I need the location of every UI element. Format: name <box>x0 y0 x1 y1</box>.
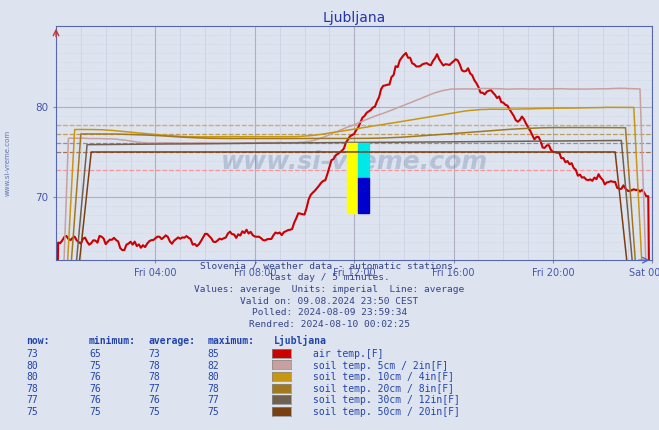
Text: soil temp. 30cm / 12in[F]: soil temp. 30cm / 12in[F] <box>313 395 460 405</box>
Text: maximum:: maximum: <box>208 336 254 346</box>
Text: 80: 80 <box>26 360 38 371</box>
Text: www.si-vreme.com: www.si-vreme.com <box>5 130 11 197</box>
Text: 75: 75 <box>89 360 101 371</box>
Text: soil temp. 50cm / 20in[F]: soil temp. 50cm / 20in[F] <box>313 407 460 417</box>
Text: 73: 73 <box>148 349 160 359</box>
Text: soil temp. 5cm / 2in[F]: soil temp. 5cm / 2in[F] <box>313 360 448 371</box>
Text: 75: 75 <box>26 407 38 417</box>
Text: Polled: 2024-08-09 23:59:34: Polled: 2024-08-09 23:59:34 <box>252 308 407 317</box>
Bar <box>358 178 368 213</box>
Text: 80: 80 <box>208 372 219 382</box>
Text: 78: 78 <box>208 384 219 394</box>
Text: Slovenia / weather data - automatic stations.: Slovenia / weather data - automatic stat… <box>200 262 459 271</box>
Text: Valid on: 09.08.2024 23:50 CEST: Valid on: 09.08.2024 23:50 CEST <box>241 297 418 306</box>
Text: now:: now: <box>26 336 50 346</box>
Text: 75: 75 <box>89 407 101 417</box>
Text: 77: 77 <box>26 395 38 405</box>
Title: Ljubljana: Ljubljana <box>323 11 386 25</box>
Text: soil temp. 20cm / 8in[F]: soil temp. 20cm / 8in[F] <box>313 384 454 394</box>
Text: average:: average: <box>148 336 195 346</box>
Text: 76: 76 <box>89 372 101 382</box>
Text: soil temp. 10cm / 4in[F]: soil temp. 10cm / 4in[F] <box>313 372 454 382</box>
Text: 76: 76 <box>89 384 101 394</box>
Text: Values: average  Units: imperial  Line: average: Values: average Units: imperial Line: av… <box>194 285 465 294</box>
Text: www.si-vreme.com: www.si-vreme.com <box>221 150 488 174</box>
Text: 78: 78 <box>26 384 38 394</box>
Bar <box>358 143 368 178</box>
Text: 82: 82 <box>208 360 219 371</box>
Bar <box>347 143 358 213</box>
Text: 77: 77 <box>148 384 160 394</box>
Text: 76: 76 <box>89 395 101 405</box>
Text: 65: 65 <box>89 349 101 359</box>
Text: 80: 80 <box>26 372 38 382</box>
Text: 75: 75 <box>208 407 219 417</box>
Text: minimum:: minimum: <box>89 336 136 346</box>
Text: last day / 5 minutes.: last day / 5 minutes. <box>269 273 390 283</box>
Text: 76: 76 <box>148 395 160 405</box>
Text: 73: 73 <box>26 349 38 359</box>
Text: 85: 85 <box>208 349 219 359</box>
Text: air temp.[F]: air temp.[F] <box>313 349 384 359</box>
Text: Rendred: 2024-08-10 00:02:25: Rendred: 2024-08-10 00:02:25 <box>249 320 410 329</box>
Text: 77: 77 <box>208 395 219 405</box>
Text: 78: 78 <box>148 372 160 382</box>
Text: 78: 78 <box>148 360 160 371</box>
Text: Ljubljana: Ljubljana <box>273 335 326 346</box>
Text: 75: 75 <box>148 407 160 417</box>
